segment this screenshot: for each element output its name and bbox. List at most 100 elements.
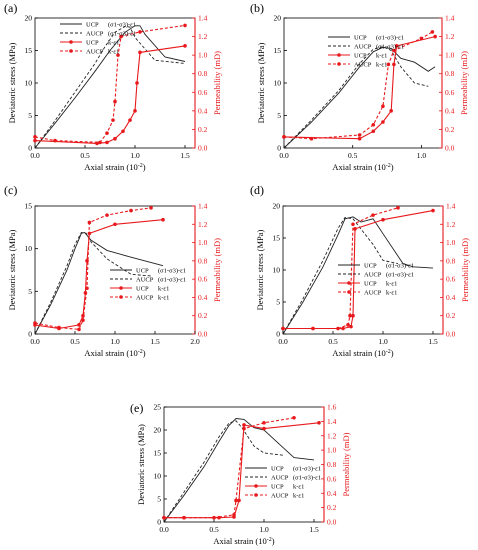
data-point <box>351 222 355 227</box>
y-left-tick-label: 0 <box>277 144 281 153</box>
y-right-tick-label: 1.2 <box>327 431 337 440</box>
data-point <box>57 325 61 330</box>
legend-curve-name: (σ1-σ3)-ε1 <box>376 44 404 51</box>
y-left-tick-label: 10 <box>25 79 33 88</box>
y-right-tick-label: 0.8 <box>445 69 455 78</box>
y-right-tick-label: 0.8 <box>327 460 337 469</box>
legend-curve-name: k-ε1 <box>376 62 387 69</box>
y-right-tick-label: 0.4 <box>327 489 337 498</box>
y-left-tick-label: 15 <box>25 202 33 211</box>
legend-curve-name: (σ1-σ3)-ε1 <box>386 263 414 270</box>
data-point <box>81 318 85 323</box>
y-left-axis-title: Deviatoric stress (MPa) <box>136 424 146 505</box>
data-point <box>116 53 120 57</box>
data-point <box>232 513 236 517</box>
x-tick-label: 0.0 <box>30 151 40 160</box>
x-tick-label: 0.0 <box>279 151 289 160</box>
data-point <box>381 104 385 109</box>
y-left-tick-label: 15 <box>154 449 162 458</box>
y-right-axis-title: Permeability (mD) <box>212 51 222 115</box>
data-point <box>87 220 92 225</box>
series-line-4 <box>34 24 186 143</box>
y-right-tick-label: 1.0 <box>198 238 208 247</box>
legend-marker <box>69 40 73 44</box>
y-left-tick-label: 10 <box>25 244 33 253</box>
x-tick-label: 0.0 <box>30 337 40 346</box>
legend-series-name: UCP <box>364 263 377 270</box>
legend-series-name: AUCP <box>136 295 154 302</box>
data-point <box>105 131 109 135</box>
series-line-1 <box>282 216 434 335</box>
data-point <box>161 217 165 222</box>
y-left-tick-label: 5 <box>28 287 32 296</box>
legend-curve-name: (σ1-σ3)-ε1 <box>376 35 404 42</box>
legend-series-name: UCP <box>354 53 367 60</box>
data-point <box>33 135 37 139</box>
data-point <box>113 99 117 104</box>
panel-c: (c) 0.0 0.5 1.0 1.5 2.0 0 5 10 15 0.0 0.2 0.4 0.6 0.8 1… <box>4 183 222 358</box>
x-tick-label: 1.5 <box>150 337 160 346</box>
y-right-tick-label: 1.0 <box>198 51 208 60</box>
data-point <box>389 109 393 113</box>
data-point <box>242 423 246 427</box>
data-point <box>105 140 109 145</box>
panel-b: (b) 0.0 0.5 1.0 0 5 10 15 20 0.0 0.2 0.4 0.6 0.8 1.0 1.… <box>250 1 469 172</box>
y-left-tick-label: 10 <box>273 266 281 275</box>
panel-label: (b) <box>250 1 264 15</box>
legend-curve-name: (σ1-σ3)-ε1 <box>108 22 136 29</box>
legend-series-name: UCP <box>354 35 367 42</box>
y-left-tick-label: 20 <box>273 202 281 211</box>
y-left-tick-label: 20 <box>154 426 162 435</box>
legend-marker <box>347 281 351 285</box>
x-tick-label: 0.5 <box>70 337 80 346</box>
y-left-tick-label: 0 <box>157 518 161 527</box>
legend: UCP (σ1-σ3)-ε1 AUCP (σ1-σ3)-ε1 UCP k-ε1 AUCP k-… <box>338 263 414 297</box>
x-tick-label: 1.0 <box>378 337 388 346</box>
data-point <box>33 321 37 325</box>
data-point <box>138 30 142 34</box>
legend-marker <box>254 484 258 488</box>
y-right-tick-label: 0.4 <box>198 293 208 302</box>
legend-series-name: AUCP <box>271 475 289 482</box>
series-line-2 <box>34 232 152 335</box>
data-point <box>431 208 435 213</box>
data-point <box>430 30 435 34</box>
panel-label: (c) <box>4 183 17 197</box>
series-line-1 <box>163 418 315 523</box>
y-right-tick-label: 1.0 <box>327 446 337 455</box>
legend-curve-name: (σ1-σ3)-ε1 <box>158 268 186 275</box>
x-axis-title: Axial strain (10-2) <box>213 536 274 546</box>
legend-curve-name: k-ε1 <box>108 49 119 56</box>
data-point <box>311 326 315 331</box>
y-right-tick-label: 1.4 <box>327 417 337 426</box>
y-right-tick-label: 0.2 <box>198 125 208 134</box>
x-tick-label: 1.5 <box>428 337 438 346</box>
data-point <box>237 498 241 503</box>
legend-curve-name: (σ1-σ3)-ε1 <box>386 272 414 279</box>
y-left-tick-label: 5 <box>157 495 161 504</box>
y-right-tick-label: 1.2 <box>198 220 208 229</box>
legend: UCP (σ1-σ3)-ε1 AUCP (σ1-σ3)-ε1 UCP k-ε1 AUCP k-… <box>328 35 404 69</box>
x-tick-label: 0.5 <box>209 525 219 534</box>
y-left-tick-label: 5 <box>277 111 281 120</box>
data-point <box>212 515 216 520</box>
y-right-tick-label: 0.4 <box>446 293 456 302</box>
data-point <box>346 323 350 327</box>
data-point <box>336 326 340 331</box>
legend-curve-name: k-ε1 <box>158 286 169 293</box>
legend-series-name: UCP <box>364 281 377 288</box>
y-right-tick-label: 0.6 <box>327 474 337 483</box>
data-point <box>149 206 153 210</box>
y-right-tick-label: 0.8 <box>198 69 208 78</box>
data-point <box>133 109 137 113</box>
y-left-axis-title: Deviatoric stress (MPa) <box>256 42 266 123</box>
legend-curve-name: (σ1-σ3)-ε1 <box>158 277 186 284</box>
y-left-tick-label: 15 <box>273 234 281 243</box>
legend-marker <box>119 295 123 299</box>
panel-label: (a) <box>4 1 17 15</box>
panel-a: (a) 0.0 0.5 1.0 1.5 0 5 10 15 20 0.0 0.2 0.4 0.6 0.8 1.… <box>4 1 222 172</box>
panel-label: (d) <box>250 183 264 197</box>
legend-marker <box>337 53 341 57</box>
data-point <box>33 138 37 143</box>
data-point <box>292 415 296 420</box>
